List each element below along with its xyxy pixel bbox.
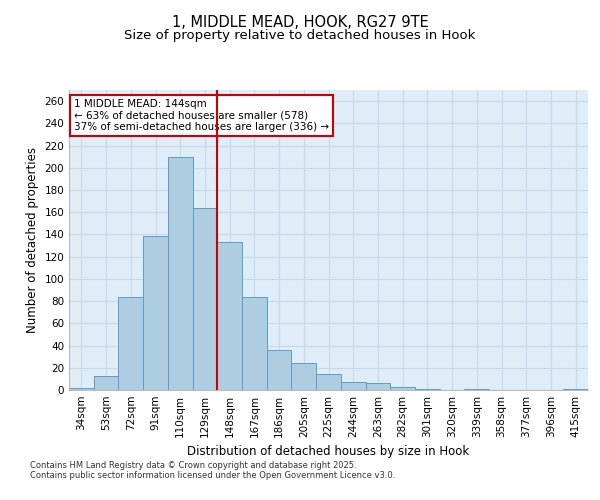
Bar [292, 364, 316, 390]
Bar [316, 374, 341, 390]
Bar [365, 384, 390, 390]
Text: 1 MIDDLE MEAD: 144sqm
← 63% of detached houses are smaller (578)
37% of semi-det: 1 MIDDLE MEAD: 144sqm ← 63% of detached … [74, 99, 329, 132]
Bar [267, 350, 292, 390]
Text: Contains HM Land Registry data © Crown copyright and database right 2025.: Contains HM Land Registry data © Crown c… [30, 462, 356, 470]
Bar [143, 236, 168, 390]
Bar [193, 208, 217, 390]
Bar [94, 376, 118, 390]
Bar [69, 388, 94, 390]
Bar [415, 389, 440, 390]
Text: 1, MIDDLE MEAD, HOOK, RG27 9TE: 1, MIDDLE MEAD, HOOK, RG27 9TE [172, 15, 428, 30]
Bar [118, 296, 143, 390]
Bar [168, 156, 193, 390]
Bar [242, 296, 267, 390]
Y-axis label: Number of detached properties: Number of detached properties [26, 147, 39, 333]
Bar [563, 389, 588, 390]
Text: Size of property relative to detached houses in Hook: Size of property relative to detached ho… [124, 30, 476, 43]
Bar [390, 386, 415, 390]
Bar [464, 389, 489, 390]
X-axis label: Distribution of detached houses by size in Hook: Distribution of detached houses by size … [187, 446, 470, 458]
Bar [341, 382, 365, 390]
Text: Contains public sector information licensed under the Open Government Licence v3: Contains public sector information licen… [30, 470, 395, 480]
Bar [217, 242, 242, 390]
